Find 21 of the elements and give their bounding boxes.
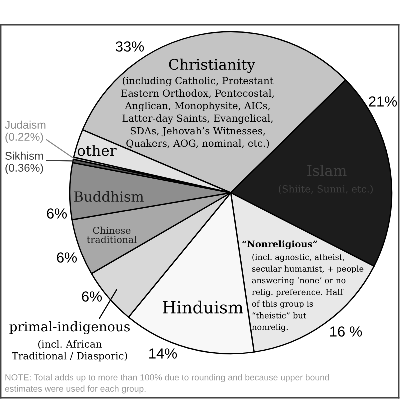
data-label: (0.22%)	[6, 132, 44, 144]
text: NOTE: Total adds up to more than 100% due to rounding and because upper bound estimates were used for each group.	[5, 374, 330, 394]
text: (including Catholic, Protestant Eastern Orthodox, Pentecostal, Anglican, Monophysite, AICs, Latter-day Saints, Evangelical, SDAs, Jehovah’s Witnesses, Quakers, AOG, nominal, etc.)	[122, 76, 274, 149]
slice-label: “Nonreligious”	[242, 240, 318, 250]
slice-label: Hinduism	[163, 300, 244, 314]
slice-label: Sikhism	[6, 152, 44, 160]
text: (incl. African Traditional / Diasporic)	[12, 340, 128, 362]
data-label: 6%	[57, 252, 78, 263]
data-label: 14%	[150, 348, 178, 359]
data-label: 21%	[369, 96, 398, 107]
data-label: 33%	[116, 42, 144, 52]
slice-label: Buddhism	[74, 191, 144, 202]
slice-label: Chinese traditional	[87, 226, 137, 244]
data-label: 6%	[82, 292, 102, 302]
data-label: 6%	[47, 208, 68, 219]
slice-label: other	[78, 144, 117, 156]
slice-label: Christianity	[169, 58, 256, 74]
data-label: (0.36%)	[6, 164, 44, 174]
data-label: 16 %	[330, 326, 362, 337]
slice-label: Judaism	[5, 120, 46, 129]
slice-label: primal-indigenous	[10, 322, 130, 334]
